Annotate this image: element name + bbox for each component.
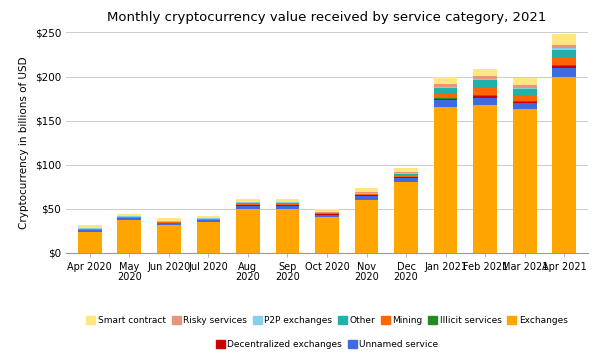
Bar [394, 172, 418, 173]
Bar [355, 196, 379, 200]
Bar [553, 77, 576, 253]
Bar [394, 174, 418, 175]
Bar [434, 94, 457, 98]
Bar [118, 218, 141, 220]
Bar [315, 214, 339, 215]
Bar [157, 221, 181, 222]
Bar [473, 98, 497, 105]
Bar [473, 69, 497, 76]
Bar [394, 168, 418, 172]
Bar [394, 175, 418, 177]
Bar [355, 193, 379, 194]
Bar [394, 178, 418, 182]
Bar [197, 219, 220, 220]
Bar [513, 95, 536, 101]
Bar [473, 76, 497, 79]
Bar [553, 58, 576, 65]
Bar [473, 96, 497, 98]
Bar [118, 220, 141, 253]
Bar [236, 201, 260, 203]
Bar [157, 218, 181, 221]
Bar [315, 212, 339, 213]
Bar [315, 213, 339, 214]
Bar [513, 88, 536, 89]
Bar [355, 192, 379, 193]
Bar [434, 99, 457, 100]
Bar [275, 204, 299, 205]
Bar [473, 79, 497, 81]
Bar [78, 228, 101, 229]
Bar [236, 204, 260, 205]
Bar [394, 177, 418, 178]
Bar [434, 100, 457, 107]
Bar [553, 48, 576, 50]
Bar [157, 223, 181, 225]
Bar [553, 68, 576, 77]
Bar [355, 194, 379, 195]
Bar [315, 217, 339, 253]
Bar [473, 88, 497, 95]
Bar [236, 209, 260, 253]
Bar [275, 205, 299, 209]
Bar [275, 199, 299, 201]
Title: Monthly cryptocurrency value received by service category, 2021: Monthly cryptocurrency value received by… [107, 12, 547, 25]
Bar [157, 225, 181, 253]
Bar [553, 65, 576, 66]
Bar [434, 88, 457, 94]
Bar [473, 105, 497, 253]
Bar [355, 200, 379, 253]
Bar [355, 195, 379, 196]
Bar [513, 102, 536, 103]
Bar [236, 203, 260, 204]
Bar [394, 182, 418, 253]
Bar [553, 50, 576, 58]
Bar [434, 77, 457, 84]
Bar [513, 103, 536, 109]
Bar [118, 217, 141, 218]
Bar [157, 222, 181, 223]
Bar [78, 226, 101, 228]
Bar [275, 201, 299, 203]
Bar [197, 220, 220, 222]
Bar [236, 199, 260, 201]
Bar [197, 222, 220, 253]
Bar [513, 109, 536, 253]
Bar [197, 216, 220, 218]
Bar [473, 95, 497, 96]
Bar [78, 231, 101, 253]
Bar [197, 218, 220, 219]
Bar [553, 34, 576, 45]
Bar [118, 216, 141, 217]
Bar [434, 98, 457, 99]
Bar [315, 209, 339, 212]
Bar [513, 85, 536, 88]
Bar [236, 205, 260, 209]
Bar [434, 87, 457, 88]
Bar [315, 215, 339, 217]
Bar [473, 81, 497, 88]
Bar [434, 84, 457, 87]
Bar [78, 229, 101, 230]
Y-axis label: Cryptocurrency in billions of USD: Cryptocurrency in billions of USD [19, 56, 29, 229]
Bar [275, 203, 299, 204]
Bar [78, 230, 101, 231]
Legend: Decentralized exchanges, Unnamed service: Decentralized exchanges, Unnamed service [212, 336, 442, 353]
Bar [553, 66, 576, 68]
Bar [513, 89, 536, 95]
Bar [513, 78, 536, 85]
Bar [434, 107, 457, 253]
Bar [118, 214, 141, 216]
Bar [355, 188, 379, 192]
Bar [394, 173, 418, 174]
Bar [275, 209, 299, 253]
Bar [553, 45, 576, 48]
Bar [513, 101, 536, 102]
